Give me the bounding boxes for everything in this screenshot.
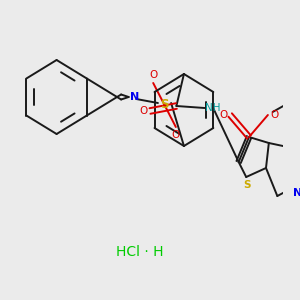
Text: O: O xyxy=(149,70,157,80)
Text: S: S xyxy=(160,98,169,112)
Text: HCl · H: HCl · H xyxy=(116,245,164,259)
Text: O: O xyxy=(139,106,148,116)
Text: O: O xyxy=(219,110,228,120)
Text: NH: NH xyxy=(206,103,221,113)
Text: O: O xyxy=(270,110,279,120)
Text: S: S xyxy=(243,180,251,190)
Text: O: O xyxy=(172,130,180,140)
Text: N: N xyxy=(293,188,300,198)
Text: N: N xyxy=(130,92,139,102)
